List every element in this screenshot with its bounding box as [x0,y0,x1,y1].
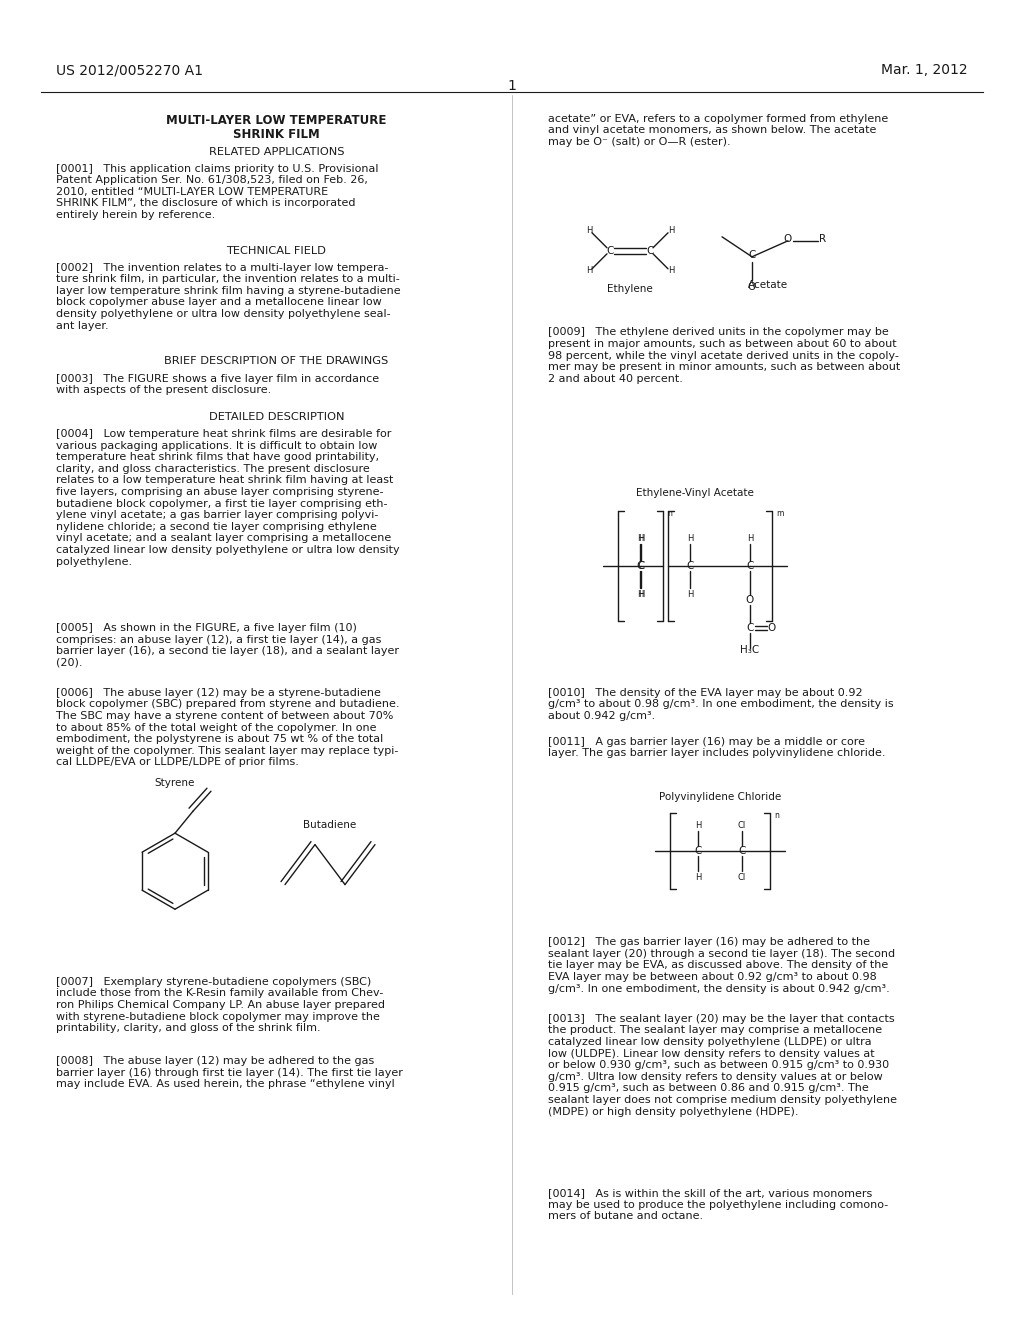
Text: DETAILED DESCRIPTION: DETAILED DESCRIPTION [209,412,344,422]
Text: m: m [776,510,783,519]
Text: Ethylene-Vinyl Acetate: Ethylene-Vinyl Acetate [636,488,754,498]
Text: Cl: Cl [738,821,746,830]
Text: C: C [686,561,693,572]
Text: H: H [638,533,644,543]
Text: [0004]   Low temperature heat shrink films are desirable for
various packaging a: [0004] Low temperature heat shrink films… [56,429,400,566]
Text: [0012]   The gas barrier layer (16) may be adhered to the
sealant layer (20) thr: [0012] The gas barrier layer (16) may be… [548,937,895,994]
Text: O: O [748,281,756,292]
Text: Mar. 1, 2012: Mar. 1, 2012 [881,63,968,78]
Text: C: C [746,623,754,634]
Text: C: C [637,561,645,572]
Text: Polyvinylidene Chloride: Polyvinylidene Chloride [658,792,781,803]
Text: C: C [606,246,613,256]
Text: H: H [687,590,693,599]
Text: H: H [668,267,674,276]
Text: C: C [738,846,745,857]
Text: Styrene: Styrene [155,779,196,788]
Text: Butadiene: Butadiene [303,820,356,829]
Text: H: H [695,873,701,882]
Text: Acetate: Acetate [748,280,788,290]
Text: C: C [749,249,756,260]
Text: [0001]   This application claims priority to U.S. Provisional
Patent Application: [0001] This application claims priority … [56,164,379,220]
Text: [0011]   A gas barrier layer (16) may be a middle or core
layer. The gas barrier: [0011] A gas barrier layer (16) may be a… [548,737,886,758]
Text: MULTI-LAYER LOW TEMPERATURE: MULTI-LAYER LOW TEMPERATURE [166,114,387,127]
Text: [0013]   The sealant layer (20) may be the layer that contacts
the product. The : [0013] The sealant layer (20) may be the… [548,1014,897,1117]
Text: R: R [819,234,826,244]
Text: [0006]   The abuse layer (12) may be a styrene-butadiene
block copolymer (SBC) p: [0006] The abuse layer (12) may be a sty… [56,688,399,767]
Text: C: C [636,561,644,572]
Text: [0005]   As shown in the FIGURE, a five layer film (10)
comprises: an abuse laye: [0005] As shown in the FIGURE, a five la… [56,623,399,668]
Text: SHRINK FILM: SHRINK FILM [233,128,319,141]
Text: [0009]   The ethylene derived units in the copolymer may be
present in major amo: [0009] The ethylene derived units in the… [548,327,900,384]
Text: [0010]   The density of the EVA layer may be about 0.92
g/cm³ to about 0.98 g/cm: [0010] The density of the EVA layer may … [548,688,894,721]
Text: [0007]   Exemplary styrene-butadiene copolymers (SBC)
include those from the K-R: [0007] Exemplary styrene-butadiene copol… [56,977,385,1034]
Text: [0003]   The FIGURE shows a five layer film in accordance
with aspects of the pr: [0003] The FIGURE shows a five layer fil… [56,374,380,395]
Text: 1: 1 [508,79,516,94]
Text: n: n [667,510,672,519]
Text: C: C [646,246,653,256]
Text: C: C [746,561,754,572]
Text: [0002]   The invention relates to a multi-layer low tempera-
ture shrink film, i: [0002] The invention relates to a multi-… [56,263,401,331]
Text: [0008]   The abuse layer (12) may be adhered to the gas
barrier layer (16) throu: [0008] The abuse layer (12) may be adher… [56,1056,403,1089]
Text: H: H [687,533,693,543]
Text: H: H [638,590,644,599]
Text: H: H [668,226,674,235]
Text: H: H [746,533,754,543]
Text: Ethylene: Ethylene [607,284,653,294]
Text: H: H [586,267,592,276]
Text: C: C [694,846,701,857]
Text: H₃C: H₃C [740,645,760,655]
Text: acetate” or EVA, refers to a copolymer formed from ethylene
and vinyl acetate mo: acetate” or EVA, refers to a copolymer f… [548,114,888,147]
Text: O: O [768,623,776,634]
Text: RELATED APPLICATIONS: RELATED APPLICATIONS [209,147,344,157]
Text: BRIEF DESCRIPTION OF THE DRAWINGS: BRIEF DESCRIPTION OF THE DRAWINGS [165,356,388,367]
Text: US 2012/0052270 A1: US 2012/0052270 A1 [56,63,204,78]
Text: O: O [784,234,793,244]
Text: TECHNICAL FIELD: TECHNICAL FIELD [226,246,327,256]
Text: H: H [637,590,643,599]
Text: H: H [586,226,592,235]
Text: O: O [745,595,754,605]
Text: Cl: Cl [738,873,746,882]
Text: H: H [695,821,701,830]
Text: n: n [774,812,779,821]
Text: [0014]   As is within the skill of the art, various monomers
may be used to prod: [0014] As is within the skill of the art… [548,1188,888,1221]
Text: H: H [637,533,643,543]
